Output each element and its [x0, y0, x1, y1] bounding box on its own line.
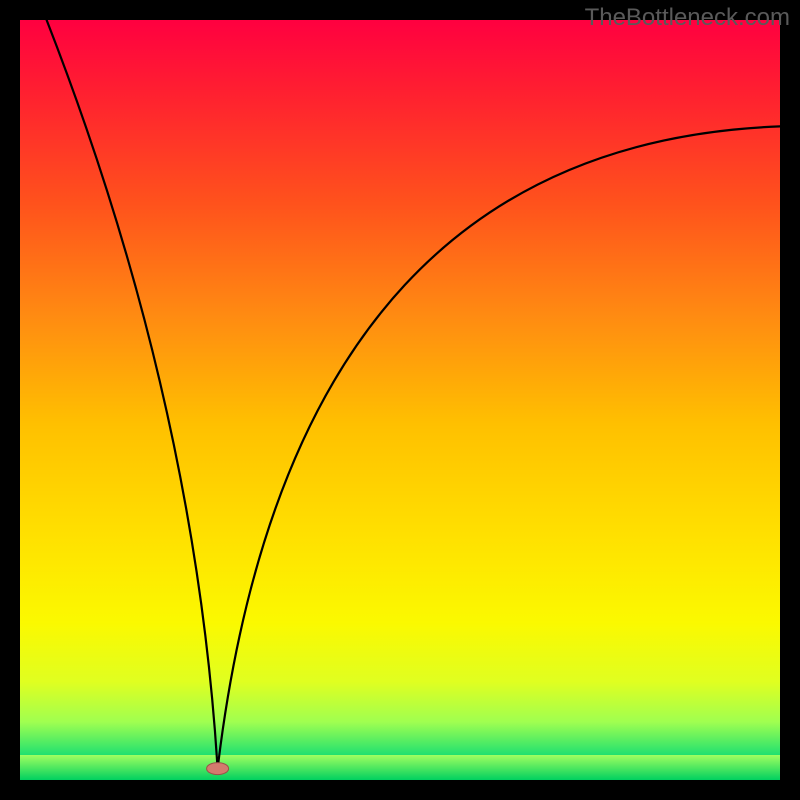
- gradient-background: [20, 20, 780, 755]
- watermark-text: TheBottleneck.com: [585, 4, 790, 32]
- plot-area: [20, 20, 780, 780]
- bottom-band: [20, 755, 780, 780]
- plot-svg: [20, 20, 780, 780]
- chart-canvas: TheBottleneck.com: [0, 0, 800, 800]
- valley-marker: [207, 763, 229, 775]
